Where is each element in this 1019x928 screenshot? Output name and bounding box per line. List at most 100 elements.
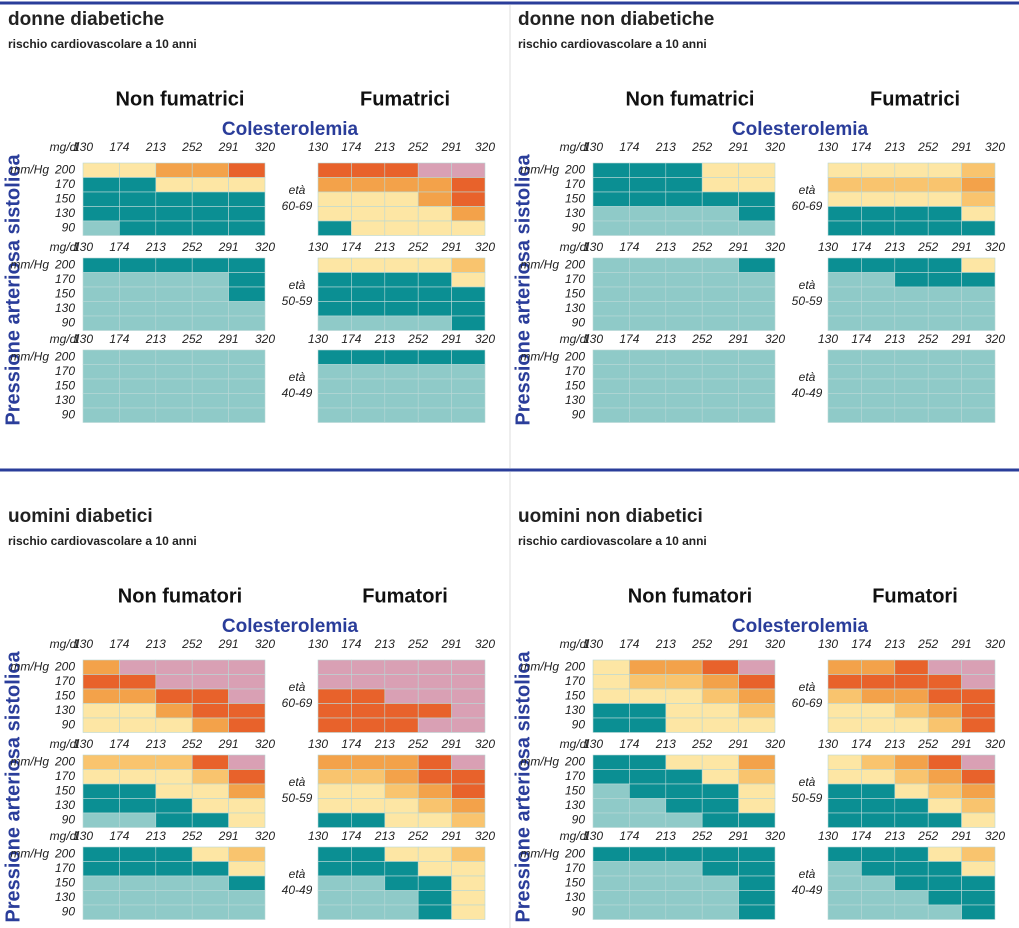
risk-cell [191,364,229,380]
cholesterol-label: 252 [181,140,202,154]
risk-cell [665,812,703,828]
pressure-label: 200 [54,754,75,768]
risk-cell [119,754,157,770]
risk-cell [701,378,739,394]
risk-cell [927,717,962,733]
cholesterol-label: 213 [374,332,395,346]
panel-title: uomini non diabetici [518,506,703,527]
risk-cell [191,206,229,222]
vertical-label: Pressione arteriosa sistolica [512,153,534,425]
risk-cell [592,904,630,920]
risk-cell [451,703,486,719]
risk-cell [384,674,419,690]
cholesterol-label: 291 [951,829,972,843]
risk-cell [961,812,996,828]
risk-cell [827,301,862,317]
age-range: 60-69 [282,696,313,710]
risk-cell [894,812,929,828]
age-label: età [799,278,816,292]
risk-cell [927,407,962,423]
unit-label: mg/dl [50,140,80,154]
risk-cell [155,315,193,331]
cholesterol-label: 320 [765,332,785,346]
risk-cell [827,191,862,207]
cholesterol-label: 213 [884,737,905,751]
cholesterol-label: 130 [308,737,328,751]
risk-cell [927,220,962,236]
risk-cell [417,286,452,302]
risk-cell [665,177,703,193]
cholesterol-label: 174 [851,737,871,751]
risk-cell [701,904,739,920]
risk-cell [927,674,962,690]
unit-label: mg/dl [560,637,590,651]
cholesterol-label: 174 [109,332,129,346]
risk-cell [451,769,486,785]
risk-cell [191,688,229,704]
pressure-label: 90 [572,904,586,918]
risk-cell [592,688,630,704]
risk-cell [351,674,386,690]
risk-cell [417,272,452,288]
risk-cell [861,890,896,906]
risk-cell [961,904,996,920]
cholesterol-label: 320 [765,737,785,751]
risk-cell [351,315,386,331]
risk-cell [827,688,862,704]
age-range: 40-49 [792,386,823,400]
risk-cell [861,191,896,207]
cholesterol-label: 320 [475,737,495,751]
risk-cell [592,162,630,178]
risk-cell [629,769,667,785]
risk-cell [155,272,193,288]
risk-cell [417,769,452,785]
risk-cell [961,688,996,704]
risk-cell [894,674,929,690]
risk-cell [961,875,996,891]
cholesterol-label: 291 [441,332,462,346]
risk-cell [927,812,962,828]
vertical-label: Pressione arteriosa sistolica [512,650,534,922]
risk-cell [665,315,703,331]
cholesterol-label: 320 [985,829,1005,843]
cholesterol-label: 320 [255,829,275,843]
risk-cell [961,659,996,675]
cholesterol-label: 320 [765,140,785,154]
risk-cell [228,272,266,288]
cholesterol-label: 130 [818,140,838,154]
risk-cell [417,688,452,704]
cholesterol-label: 213 [374,140,395,154]
age-range: 40-49 [282,386,313,400]
pressure-label: 90 [572,407,586,421]
cholesterol-label: 291 [951,140,972,154]
risk-cell [119,220,157,236]
pressure-label: 150 [55,688,75,702]
age-range: 60-69 [792,696,823,710]
risk-cell [191,659,229,675]
pressure-label: 130 [565,301,585,315]
risk-cell [629,378,667,394]
risk-cell [351,177,386,193]
risk-cell [119,407,157,423]
risk-cell [701,875,739,891]
risk-cell [927,904,962,920]
pressure-label: 170 [55,177,75,191]
risk-cell [317,875,352,891]
risk-cell [384,272,419,288]
risk-cell [119,769,157,785]
age-range: 50-59 [282,294,313,308]
risk-cell [961,890,996,906]
cholesterol-label: 130 [583,140,603,154]
risk-cell [82,875,120,891]
risk-cell [384,861,419,877]
risk-cell [894,754,929,770]
risk-cell [82,783,120,799]
pressure-label: 200 [564,659,585,673]
panel-title: donne diabetiche [8,9,164,30]
risk-cell [82,206,120,222]
risk-cell [191,272,229,288]
risk-cell [665,674,703,690]
risk-cell [894,659,929,675]
risk-cell [384,364,419,380]
risk-cell [119,286,157,302]
